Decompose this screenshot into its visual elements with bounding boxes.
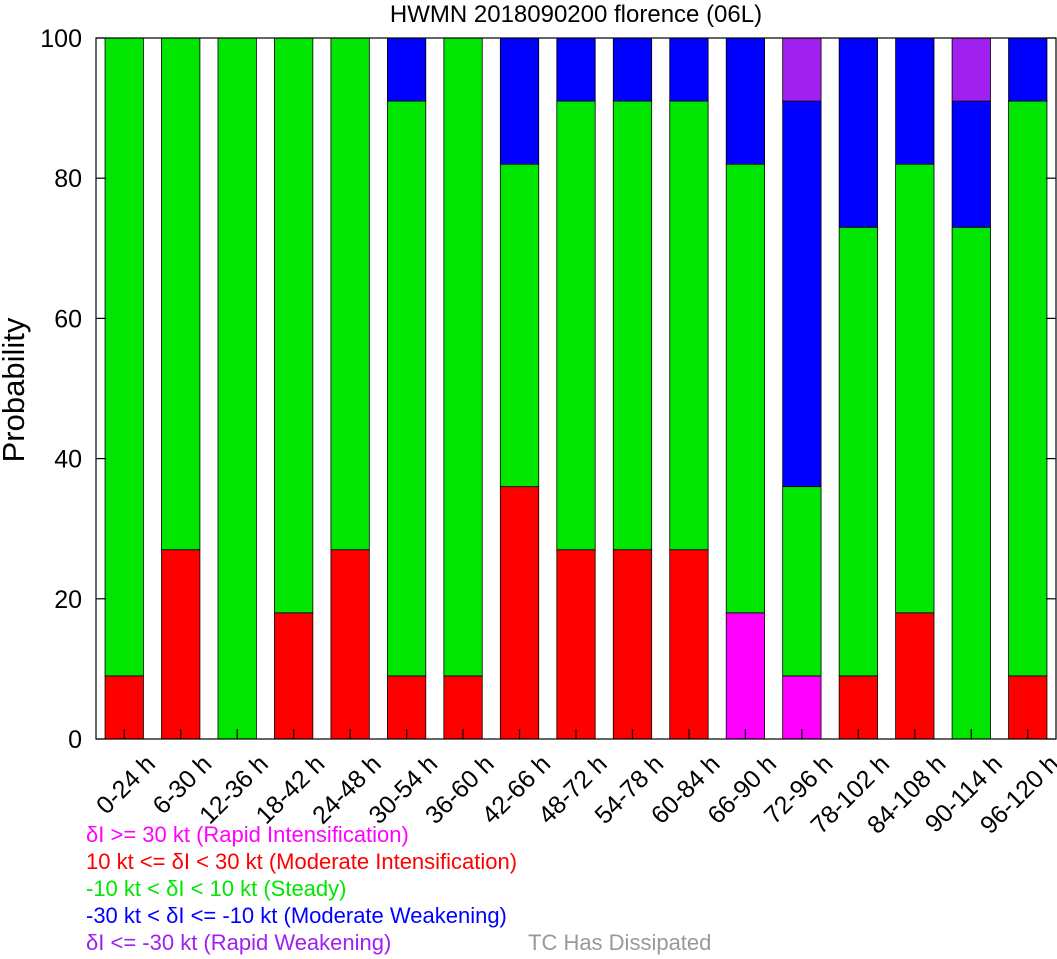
bar-segment-66-90-h-s3 xyxy=(725,37,766,165)
bar-segment-60-84-h-s1 xyxy=(669,549,709,740)
chart-title: HWMN 2018090200 florence (06L) xyxy=(390,1,762,28)
bar-segment-6-30-h-s2 xyxy=(161,37,201,551)
y-tick-label-0: 0 xyxy=(68,726,82,754)
bar-segment-42-66-h-s2 xyxy=(499,163,540,488)
bar-segment-18-42-h-s1 xyxy=(274,612,314,740)
y-tick-label-40: 40 xyxy=(54,446,82,474)
y-tick-label-60: 60 xyxy=(54,305,82,333)
bar-segment-48-72-h-s3 xyxy=(556,37,596,102)
bar-segment-90-114-h-s2 xyxy=(951,226,991,740)
bar-segment-54-78-h-s3 xyxy=(612,37,653,102)
legend-entry-1: 10 kt <= δI < 30 kt (Moderate Intensific… xyxy=(86,849,517,874)
x-tick-label-0-24-h: 0-24 h xyxy=(91,750,161,820)
bars-layer xyxy=(104,37,1048,740)
bar-segment-60-84-h-s2 xyxy=(669,100,709,551)
bar-segment-48-72-h-s2 xyxy=(556,100,596,551)
bar-segment-6-30-h-s1 xyxy=(161,549,201,740)
bar-segment-78-102-h-s2 xyxy=(838,226,878,677)
bar-segment-66-90-h-s2 xyxy=(725,163,766,614)
bar-segment-90-114-h-s3 xyxy=(951,100,991,228)
legend-entry-2: -10 kt < δI < 10 kt (Steady) xyxy=(86,876,346,901)
bar-segment-12-36-h-s2 xyxy=(217,37,257,740)
bar-segment-72-96-h-s0 xyxy=(782,675,822,740)
bar-segment-84-108-h-s2 xyxy=(895,163,935,614)
bar-segment-96-120-h-s2 xyxy=(1008,100,1048,677)
bar-segment-42-66-h-s3 xyxy=(499,37,540,165)
bar-segment-48-72-h-s1 xyxy=(556,549,596,740)
bar-segment-30-54-h-s3 xyxy=(386,37,427,102)
y-tick-label-20: 20 xyxy=(54,586,82,614)
bar-segment-42-66-h-s1 xyxy=(499,486,540,740)
legend-entry-0: δI >= 30 kt (Rapid Intensification) xyxy=(86,822,409,847)
bar-segment-72-96-h-s2 xyxy=(782,486,822,677)
bar-segment-0-24-h-s1 xyxy=(104,675,144,740)
legend-entry-5: TC Has Dissipated xyxy=(528,930,711,955)
bar-segment-18-42-h-s2 xyxy=(274,37,314,614)
legend-entry-3: -30 kt < δI <= -10 kt (Moderate Weakenin… xyxy=(86,903,507,928)
y-axis-label: Probability xyxy=(0,317,31,462)
bar-segment-60-84-h-s3 xyxy=(669,37,709,102)
bar-segment-30-54-h-s1 xyxy=(386,675,427,740)
bar-segment-96-120-h-s3 xyxy=(1008,37,1048,102)
bar-segment-72-96-h-s4 xyxy=(782,37,822,102)
bar-segment-36-60-h-s2 xyxy=(443,37,483,677)
bar-segment-90-114-h-s4 xyxy=(951,37,991,102)
bar-segment-54-78-h-s2 xyxy=(612,100,653,551)
bar-segment-72-96-h-s3 xyxy=(782,100,822,488)
y-tick-label-100: 100 xyxy=(40,25,82,53)
legend: δI >= 30 kt (Rapid Intensification)10 kt… xyxy=(86,822,711,955)
y-tick-label-80: 80 xyxy=(54,165,82,193)
bar-segment-0-24-h-s2 xyxy=(104,37,144,677)
bar-segment-30-54-h-s2 xyxy=(386,100,427,677)
bar-segment-78-102-h-s3 xyxy=(838,37,878,228)
bar-segment-84-108-h-s3 xyxy=(895,37,935,165)
bar-segment-54-78-h-s1 xyxy=(612,549,653,740)
bar-segment-24-48-h-s2 xyxy=(330,37,370,551)
bar-segment-24-48-h-s1 xyxy=(330,549,370,740)
bar-segment-96-120-h-s1 xyxy=(1008,675,1048,740)
legend-entry-4: δI <= -30 kt (Rapid Weakening) xyxy=(86,930,391,955)
bar-segment-84-108-h-s1 xyxy=(895,612,935,740)
bar-segment-66-90-h-s0 xyxy=(725,612,766,740)
